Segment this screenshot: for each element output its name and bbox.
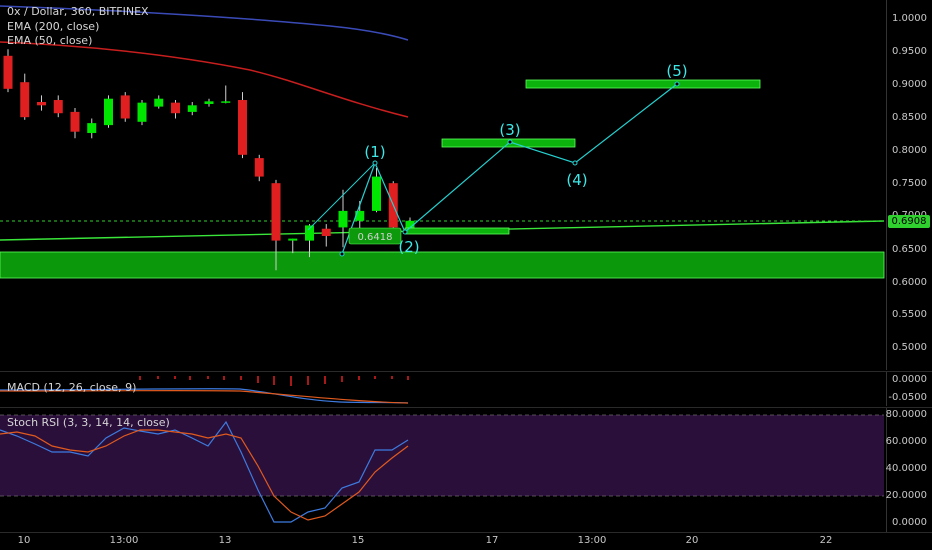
- wave-point[interactable]: [674, 81, 680, 87]
- bearish-candle[interactable]: [37, 102, 46, 106]
- wave-start-line: [307, 162, 376, 231]
- price-tick: 0.8000: [892, 145, 927, 156]
- bullish-candle[interactable]: [204, 101, 214, 104]
- bullish-candle[interactable]: [305, 225, 314, 241]
- stoch-rsi-legend[interactable]: Stoch RSI (3, 3, 14, 14, close): [7, 416, 170, 429]
- stoch-rsi-pane[interactable]: Stoch RSI (3, 3, 14, 14, close): [0, 408, 886, 532]
- wave-label-5: (5): [666, 62, 687, 80]
- ema50-legend[interactable]: EMA (50, close): [7, 34, 93, 47]
- stoch-d-line: [0, 429, 409, 521]
- bullish-candle[interactable]: [137, 102, 147, 122]
- time-tick: 13: [218, 535, 232, 546]
- time-tick: 15: [351, 535, 365, 546]
- bullish-candle[interactable]: [87, 123, 97, 134]
- stoch-axis[interactable]: 80.0000 60.0000 40.0000 20.0000 0.0000: [886, 408, 932, 532]
- bearish-candle[interactable]: [120, 95, 130, 119]
- ema50-line: [0, 41, 409, 118]
- macd-tick: 0.0000: [892, 374, 927, 385]
- bearish-candle[interactable]: [271, 183, 281, 241]
- wave-label-2: (2): [398, 238, 419, 256]
- stoch-band: [0, 415, 884, 496]
- wave-label-3: (3): [499, 121, 520, 139]
- target-zone-5[interactable]: [525, 79, 761, 89]
- bearish-candle[interactable]: [254, 158, 264, 177]
- wave-label-1: (1): [364, 143, 385, 161]
- elliott-wave-path[interactable]: [341, 83, 678, 255]
- macd-chart: [0, 376, 409, 404]
- bullish-candle[interactable]: [104, 98, 113, 126]
- time-tick: 17: [485, 535, 499, 546]
- time-tick: 20: [685, 535, 699, 546]
- current-price-label: 0.6908: [888, 215, 930, 228]
- bearish-candle[interactable]: [53, 100, 63, 114]
- price-axis[interactable]: 1.0000 0.9500 0.9000 0.8500 0.8000 0.750…: [886, 0, 932, 370]
- macd-tick: -0.0500: [888, 392, 927, 403]
- bullish-candle[interactable]: [372, 176, 381, 211]
- price-tag-box: [348, 227, 402, 245]
- pane-divider[interactable]: [0, 407, 932, 408]
- price-tick: 0.5000: [892, 342, 927, 353]
- bullish-candle[interactable]: [355, 210, 365, 221]
- macd-pane[interactable]: MACD (12, 26, close, 9): [0, 372, 886, 406]
- stoch-tick: 40.0000: [885, 463, 927, 474]
- ema200-line: [0, 5, 409, 41]
- price-tick: 0.9000: [892, 79, 927, 90]
- stoch-tick: 20.0000: [885, 490, 927, 501]
- stoch-tick: 0.0000: [892, 517, 927, 528]
- bullish-candle[interactable]: [187, 105, 197, 112]
- wave-point[interactable]: [402, 229, 408, 235]
- price-tick: 0.8500: [892, 112, 927, 123]
- target-zone-2[interactable]: [404, 227, 510, 235]
- pane-divider[interactable]: [0, 371, 932, 372]
- price-tick: 1.0000: [892, 13, 927, 24]
- price-tick: 0.6000: [892, 277, 927, 288]
- bearish-candle[interactable]: [238, 100, 247, 155]
- price-tag-text: 0.6418: [358, 232, 393, 243]
- macd-axis[interactable]: 0.0000 -0.0500: [886, 372, 932, 406]
- bearish-candle[interactable]: [171, 102, 180, 114]
- wave-point[interactable]: [339, 251, 345, 257]
- macd-signal-line: [0, 389, 409, 404]
- bullish-candle[interactable]: [405, 220, 415, 230]
- price-chart[interactable]: 0.6418 (1) (2) (3) (4) (5): [0, 0, 886, 370]
- time-axis[interactable]: 10 13:00 13 15 17 13:00 20 22: [0, 532, 886, 550]
- bullish-candle[interactable]: [338, 210, 348, 228]
- stoch-tick: 60.0000: [885, 436, 927, 447]
- support-zone[interactable]: [0, 251, 885, 279]
- price-tick: 0.7500: [892, 178, 927, 189]
- price-pane[interactable]: 0.6418 (1) (2) (3) (4) (5) 0x / Dollar, …: [0, 0, 886, 370]
- time-tick: 22: [819, 535, 833, 546]
- bearish-candle[interactable]: [20, 82, 30, 118]
- stoch-rsi-chart: [0, 414, 884, 523]
- macd-legend[interactable]: MACD (12, 26, close, 9): [7, 381, 137, 394]
- bullish-candle[interactable]: [288, 238, 298, 241]
- price-tick: 0.5500: [892, 309, 927, 320]
- time-tick: 10: [17, 535, 31, 546]
- stoch-k-line: [0, 420, 409, 523]
- bearish-candle[interactable]: [321, 228, 331, 236]
- time-axis-divider: [0, 532, 932, 533]
- bullish-candle[interactable]: [221, 101, 231, 103]
- bullish-candle[interactable]: [154, 98, 164, 107]
- stoch-tick: 80.0000: [885, 409, 927, 420]
- price-tick: 0.6500: [892, 244, 927, 255]
- wave-point[interactable]: [572, 160, 578, 166]
- bearish-candle[interactable]: [3, 55, 13, 89]
- time-tick: 13:00: [109, 535, 139, 546]
- bearish-candle[interactable]: [70, 111, 80, 132]
- macd-histogram: [139, 376, 409, 386]
- symbol-title[interactable]: 0x / Dollar, 360, BITFINEX: [7, 5, 149, 18]
- time-tick: 13:00: [577, 535, 607, 546]
- ema200-legend[interactable]: EMA (200, close): [7, 20, 100, 33]
- wave-label-4: (4): [566, 171, 587, 189]
- macd-line: [0, 388, 409, 404]
- wave-point[interactable]: [372, 160, 378, 166]
- price-tick: 0.9500: [892, 46, 927, 57]
- wave-point[interactable]: [507, 139, 513, 145]
